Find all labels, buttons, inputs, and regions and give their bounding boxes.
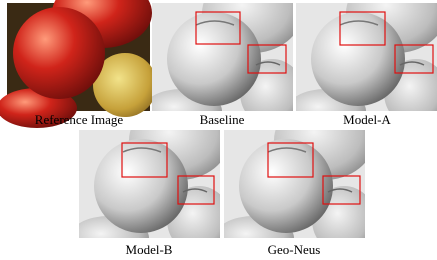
- panel-caption: Model-A: [343, 112, 391, 127]
- panel-caption: Reference Image: [35, 112, 124, 127]
- panel-caption: Baseline: [200, 112, 245, 127]
- reference-image: [0, 0, 157, 128]
- figure: Reference Image Baseline Model-A Model-B…: [0, 0, 437, 260]
- panel-caption: Geo-Neus: [268, 242, 321, 257]
- panel-caption: Model-B: [126, 242, 173, 257]
